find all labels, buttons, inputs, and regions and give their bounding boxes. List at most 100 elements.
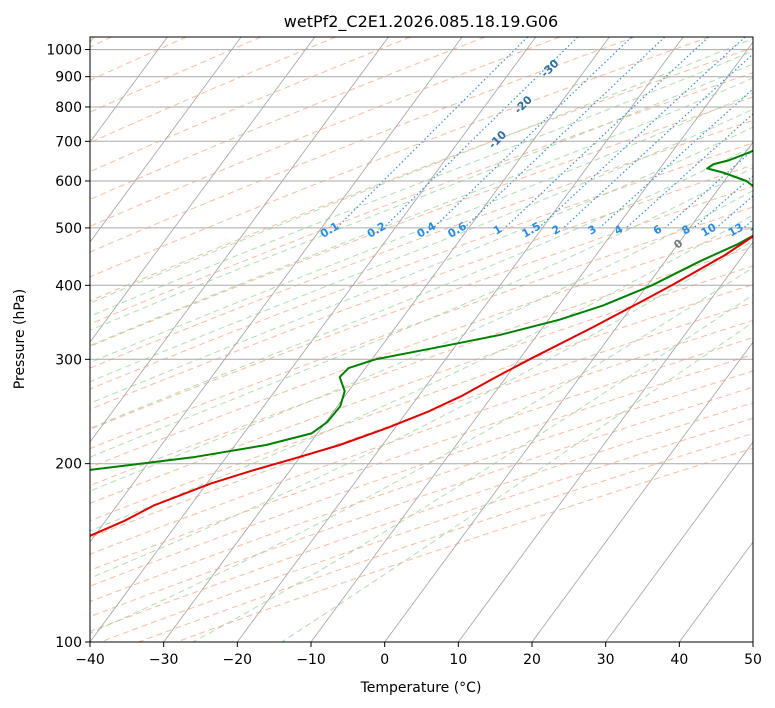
dry-adiabat-line <box>90 265 753 504</box>
y-axis-label: Pressure (hPa) <box>12 289 28 389</box>
dry-adiabat-line <box>90 185 753 430</box>
dry-adiabat-line <box>90 37 187 81</box>
y-tick-label: 100 <box>55 635 82 651</box>
isotherm-line <box>384 141 753 642</box>
mixing-ratio-line <box>563 53 753 229</box>
mixing-ratio-line <box>599 88 753 229</box>
mixing-ratio-label: 13 <box>726 221 746 240</box>
mixing-ratio-line <box>716 195 753 229</box>
x-tick-label: 30 <box>597 652 615 668</box>
moist-adiabat-line <box>90 92 753 364</box>
pressure-grid <box>90 49 753 642</box>
x-tick-label: −30 <box>149 652 179 668</box>
x-tick-label: 10 <box>449 652 467 668</box>
y-tick-label: 500 <box>55 221 82 237</box>
dry-adiabat-line <box>90 142 753 390</box>
isotherm-line <box>605 441 753 642</box>
dry-adiabat-line <box>90 302 753 539</box>
mixing-ratio-line <box>504 37 709 229</box>
x-tick-label: −20 <box>223 652 253 668</box>
plot-frame <box>89 36 754 643</box>
mixing-ratio-label: 0.1 <box>318 220 341 241</box>
mixing-ratio-label: 0.4 <box>415 219 439 240</box>
mixing-ratio-label: 16 <box>748 220 768 239</box>
moist-adiabat-line <box>90 214 753 532</box>
dry-adiabat-line <box>90 283 753 522</box>
temperature-trace <box>90 235 753 537</box>
moist-adiabat-line <box>90 167 753 458</box>
sounding-traces <box>90 149 753 537</box>
dry-adiabat-line <box>90 119 753 369</box>
dry-adiabat-line <box>90 72 753 325</box>
mixing-ratio-label: 1.5 <box>520 220 543 241</box>
mixing-ratio-line <box>766 37 775 228</box>
dry-adiabat-line <box>90 37 486 200</box>
mixing-ratio-label: 6 <box>651 222 664 237</box>
dry-adiabat-line <box>90 226 753 468</box>
y-tick-label: 300 <box>55 352 82 368</box>
moist-adiabat-line <box>90 77 753 347</box>
moist-adiabat-line <box>90 189 753 492</box>
x-tick-label: 40 <box>670 652 688 668</box>
dry-adiabat-line <box>90 353 753 587</box>
x-tick-label: 50 <box>744 652 762 668</box>
chart-title: wetPf2_C2E1.2026.085.18.19.G06 <box>284 12 558 32</box>
y-tick-label: 1000 <box>46 43 82 59</box>
isotherm-line <box>457 241 753 642</box>
isotherm-line <box>752 641 753 642</box>
moist-adiabat-line <box>90 38 753 304</box>
mixing-ratio-line <box>664 149 753 229</box>
dry-adiabat-line <box>90 206 753 450</box>
dry-adiabat-line <box>90 37 336 144</box>
dry-adiabat-line <box>90 47 753 302</box>
isotherm-line <box>531 341 753 642</box>
dry-adiabat-line <box>90 37 411 173</box>
isotherm-line <box>90 37 168 143</box>
mixing-ratio-line <box>433 37 632 229</box>
mixing-ratio-label: 0.2 <box>365 220 388 241</box>
x-tick-label: 0 <box>380 652 389 668</box>
dry-adiabat-line <box>90 386 753 618</box>
isotherm-line <box>90 37 389 443</box>
y-tick-label: 200 <box>55 457 82 473</box>
mixing-ratio-label: 0.6 <box>445 219 469 240</box>
dry-adiabat-label: -20 <box>512 93 535 116</box>
dry-adiabat-line <box>90 37 635 253</box>
mixing-ratio-line <box>336 37 529 229</box>
mixing-ratio-label: 8 <box>679 223 692 238</box>
moist-adiabat-line <box>192 294 753 642</box>
x-tick-label: −10 <box>296 652 326 668</box>
axis-ticks: −40 −30 −20 −10 0 10 20 30 40 5010020030040050060… <box>46 43 762 668</box>
y-tick-label: 400 <box>55 278 82 294</box>
dry-adiabat-line <box>90 164 753 410</box>
isotherm-line <box>310 41 753 642</box>
isotherm-line <box>90 37 463 543</box>
dry-adiabat-line <box>90 246 753 487</box>
x-tick-label: 20 <box>523 652 541 668</box>
moist-adiabat-line <box>90 63 753 331</box>
dry-adiabat-label: -10 <box>486 128 509 151</box>
x-tick-label: −40 <box>75 652 105 668</box>
dry-adiabat-line <box>90 319 753 555</box>
x-axis-label: Temperature (°C) <box>360 680 482 696</box>
isotherm-line <box>90 37 316 343</box>
moist-adiabat-line <box>90 108 753 383</box>
y-tick-label: 600 <box>55 174 82 190</box>
mixing-ratio-label: 4 <box>612 222 625 237</box>
dry-adiabat-line <box>90 37 710 278</box>
mixing-ratio-line <box>693 174 753 229</box>
isotherm-line <box>236 37 684 642</box>
moist-adiabat-line <box>90 240 753 579</box>
y-tick-label: 800 <box>55 100 82 116</box>
isotherm-line <box>163 37 610 642</box>
dry-adiabat-line <box>90 337 753 571</box>
y-tick-label: 900 <box>55 70 82 86</box>
moist-adiabat-line <box>90 126 753 404</box>
moist-adiabat-line <box>90 145 753 429</box>
dry-adiabat-line <box>90 370 753 603</box>
dewpoint-trace <box>90 149 753 471</box>
mixing-ratio-label: 3 <box>586 223 599 238</box>
isotherm-line <box>90 37 242 243</box>
isotherm-line <box>90 37 537 642</box>
